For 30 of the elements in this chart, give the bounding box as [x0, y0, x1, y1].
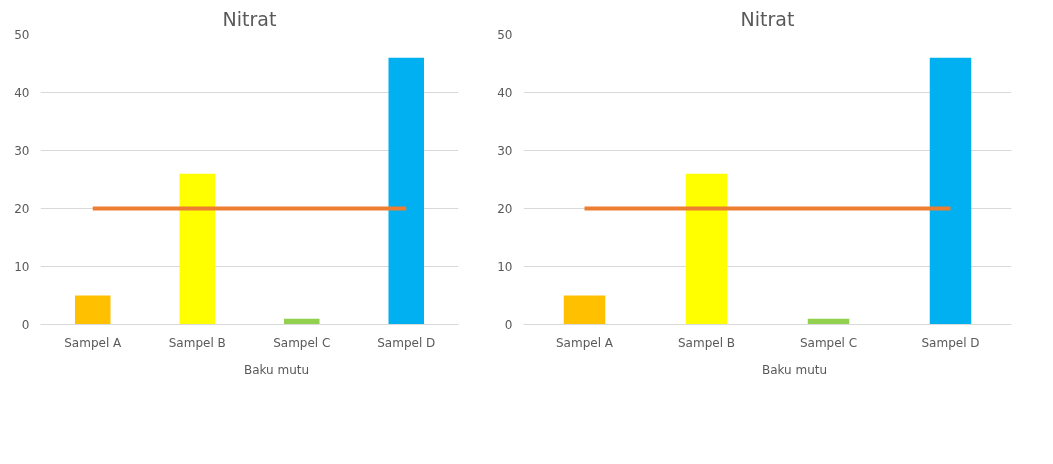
y-tick-label: 20: [497, 202, 513, 216]
chart-title: Nitrat: [222, 7, 277, 30]
x-tick-label: Sampel A: [64, 335, 123, 350]
y-tick-label: 0: [21, 318, 30, 332]
x-tick-label: Sampel A: [555, 335, 614, 350]
text: Baku mutu: [243, 363, 310, 377]
x-tick-label: Sampel D: [921, 335, 980, 350]
chart-title: Nitrat: [740, 7, 795, 30]
y-tick-label: 40: [14, 86, 30, 100]
y-tick-label: 10: [497, 260, 513, 274]
x-tick-label: Sampel C: [799, 335, 858, 350]
x-tick-label: Sampel C: [273, 335, 331, 350]
y-tick-label: 50: [14, 28, 30, 42]
bar: [74, 295, 111, 325]
bar: [388, 57, 425, 325]
bar: [179, 173, 216, 325]
x-tick-label: Sampel B: [677, 335, 736, 350]
y-tick-label: 30: [14, 144, 30, 158]
bar: [685, 173, 728, 325]
text: Baku mutu: [761, 363, 828, 377]
y-tick-label: 10: [14, 260, 30, 274]
bar: [563, 295, 606, 325]
y-tick-label: 0: [504, 318, 513, 332]
y-tick-label: 40: [497, 86, 513, 100]
y-tick-label: 30: [497, 144, 513, 158]
y-tick-label: 20: [14, 202, 30, 216]
y-tick-label: 50: [497, 28, 513, 42]
x-tick-label: Sampel B: [168, 335, 226, 350]
bar: [929, 57, 972, 325]
x-tick-label: Sampel D: [377, 335, 436, 350]
